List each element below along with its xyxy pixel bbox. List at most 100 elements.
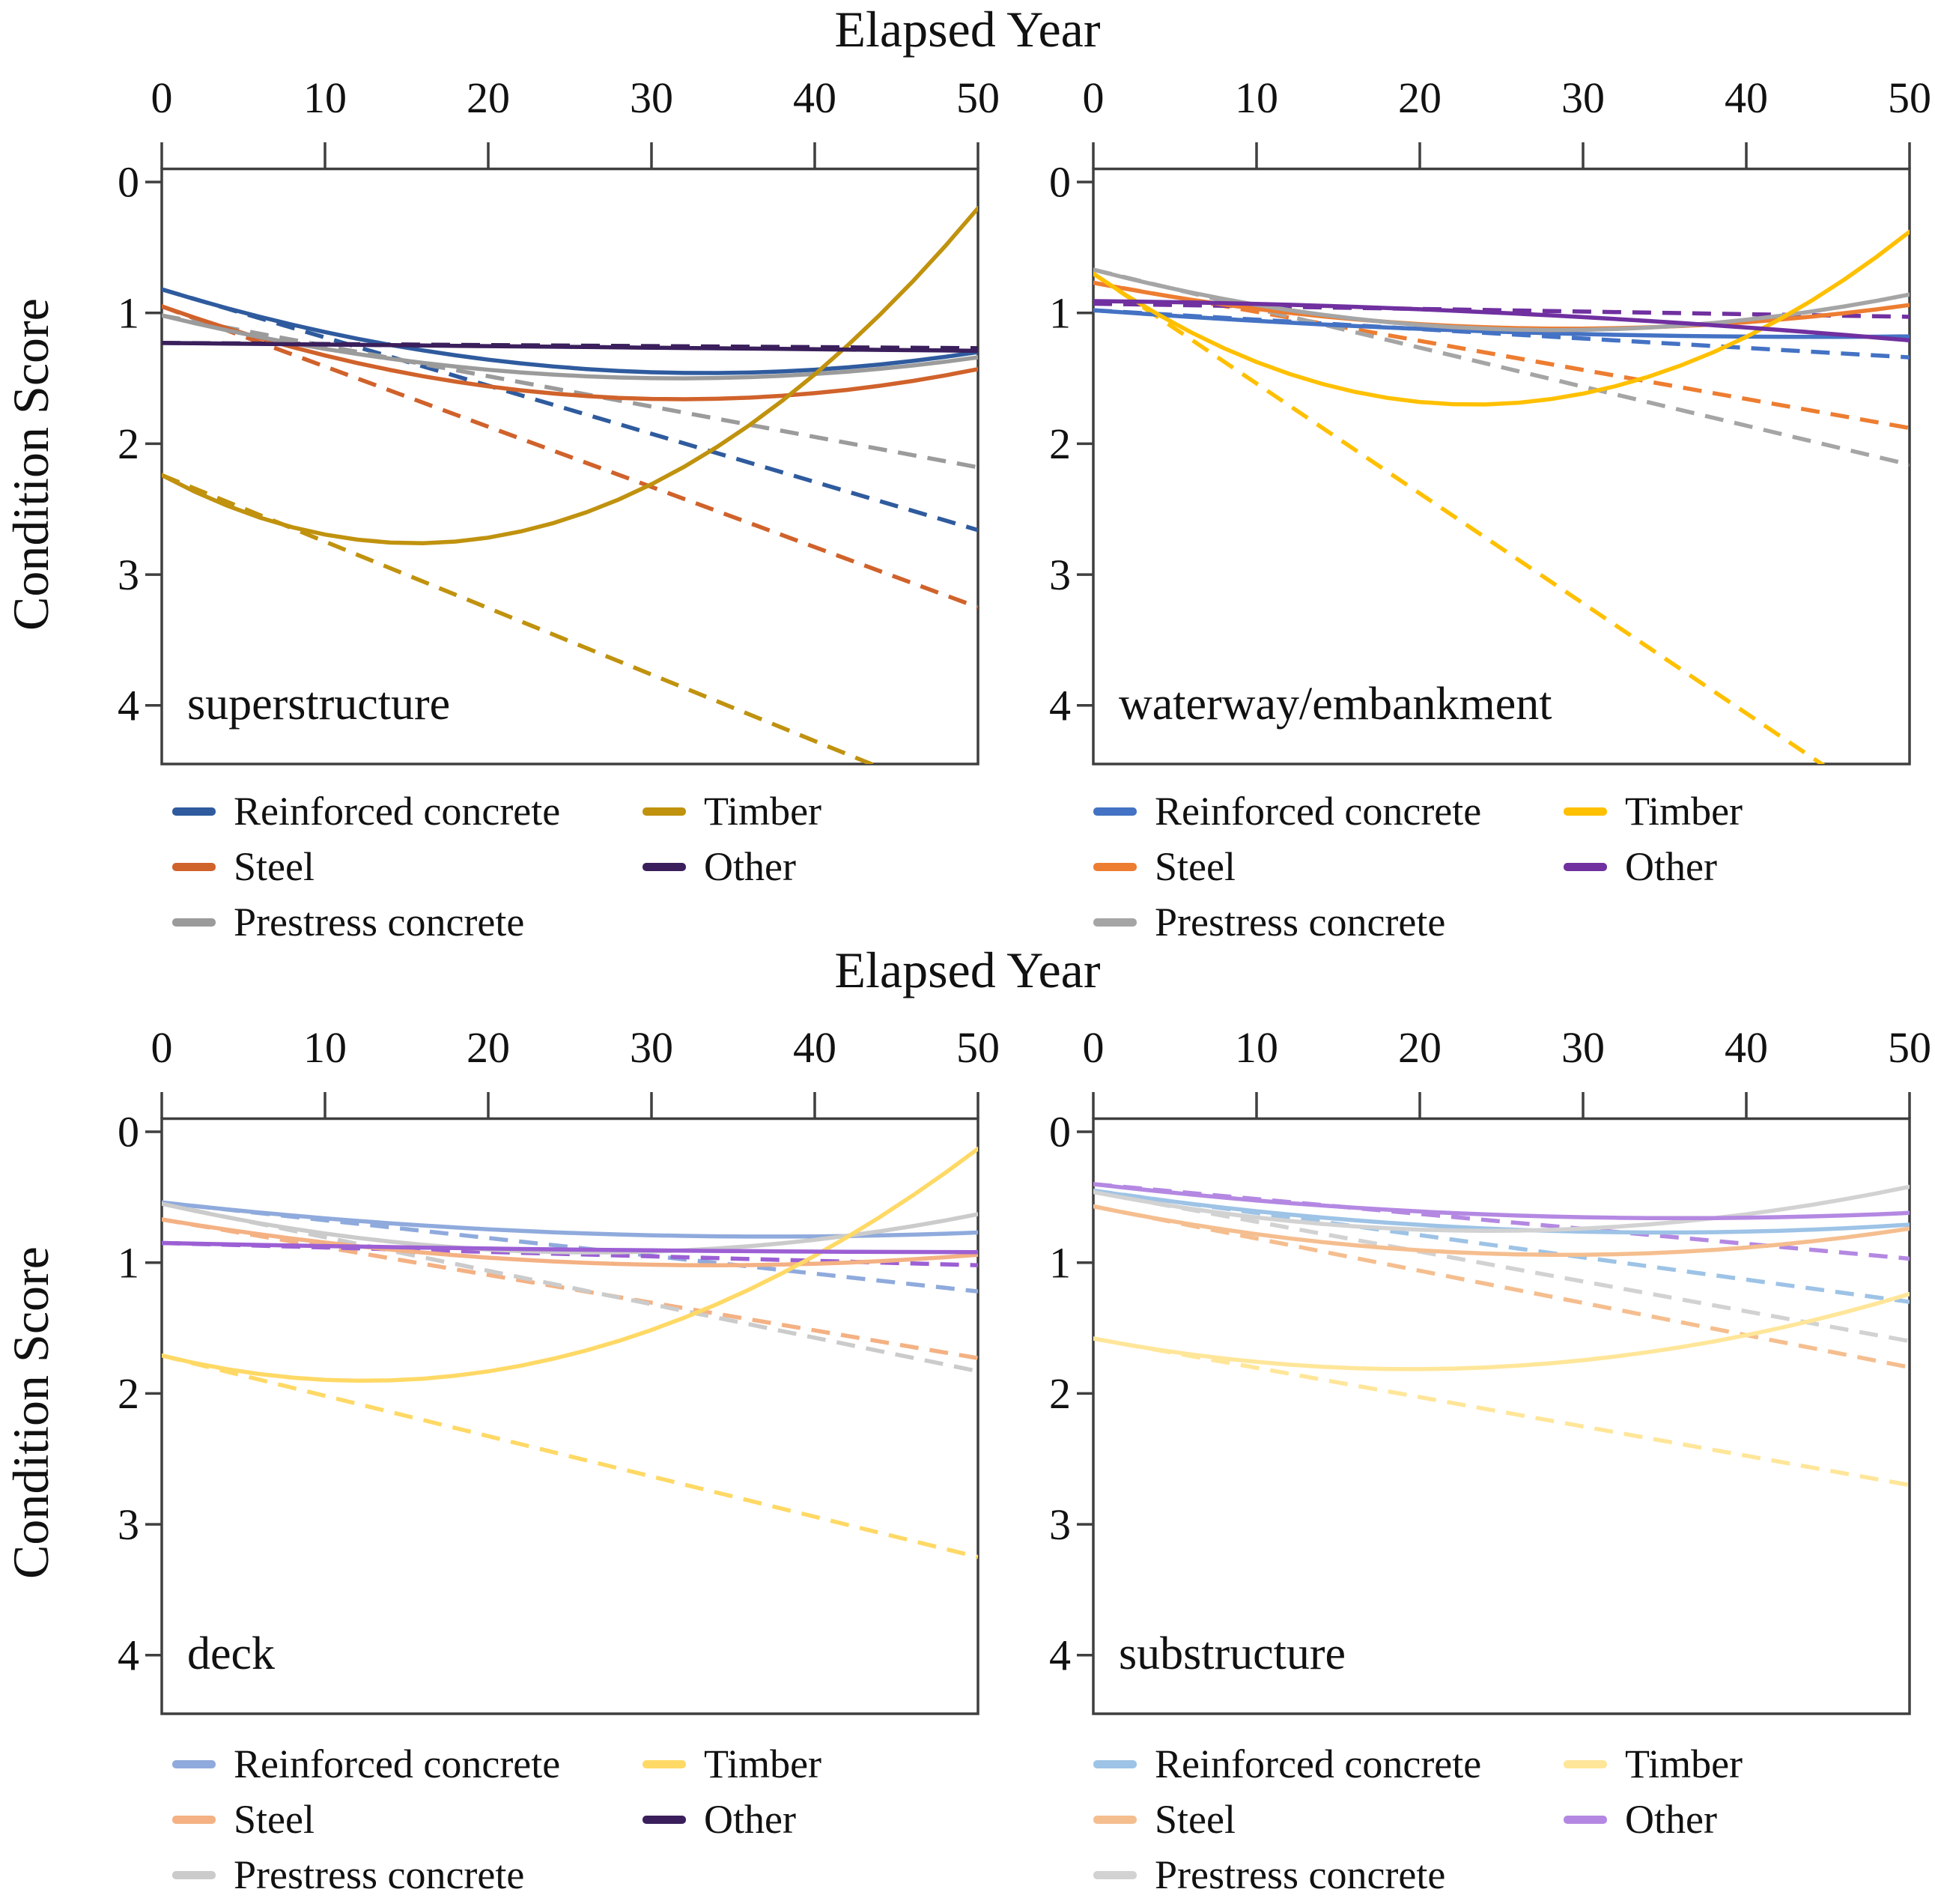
- series-solid-line-timber: [1093, 1291, 1910, 1371]
- legend-column: Reinforced concrete Steel Prestress concre…: [172, 783, 643, 950]
- legend-item-other: Other: [1564, 1792, 1743, 1847]
- series-dashed-line-timber: [1093, 272, 1826, 764]
- legend-item-reinforced-concrete: Reinforced concrete: [1093, 783, 1564, 839]
- legend-item-steel: Steel: [172, 1792, 643, 1847]
- y-tick-label: 1: [118, 288, 139, 337]
- legend-item-steel: Steel: [1093, 1792, 1564, 1847]
- x-tick-label: 20: [1398, 1023, 1442, 1072]
- legend-column: Timber Other: [1564, 1736, 1743, 1847]
- legend-label: Timber: [1625, 789, 1743, 834]
- legend-swatch-icon: [643, 1815, 686, 1824]
- legend-label: Reinforced concrete: [234, 789, 561, 834]
- x-axis-title-bottom: Elapsed Year: [834, 942, 1101, 998]
- legend-column: Reinforced concrete Steel Prestress concre…: [172, 1736, 643, 1903]
- legend-item-prestress-concrete: Prestress concrete: [172, 894, 643, 950]
- series-solid-line-steel: [1093, 1204, 1910, 1258]
- y-tick-label: 2: [1049, 419, 1071, 468]
- y-tick-label: 2: [118, 419, 139, 468]
- legend-label: Other: [704, 1797, 796, 1842]
- legend-column: Timber Other: [643, 783, 821, 894]
- x-tick-label: 20: [467, 1023, 510, 1072]
- series-dashed-line-steel: [162, 304, 978, 610]
- legend-item-prestress-concrete: Prestress concrete: [1093, 894, 1564, 950]
- x-tick-label: 10: [1235, 73, 1278, 122]
- series-solid-line-other: [1093, 1182, 1910, 1221]
- x-tick-label: 0: [151, 73, 173, 122]
- legend-swatch-icon: [1093, 807, 1137, 816]
- x-tick-label: 40: [1725, 1023, 1768, 1072]
- legend-label: Other: [704, 844, 796, 889]
- series-dashed-line-timber: [162, 1353, 978, 1559]
- series-solid-line-other: [162, 341, 978, 354]
- legend-label: Prestress concrete: [234, 900, 525, 945]
- x-tick-label: 40: [793, 73, 836, 122]
- x-tick-label: 50: [956, 73, 1000, 122]
- series-dashed-line-prestress-concrete: [162, 313, 978, 470]
- legend-swatch-icon: [643, 862, 686, 871]
- legend-swatch-icon: [172, 1759, 216, 1768]
- legend-swatch-icon: [1564, 1759, 1607, 1768]
- legend-swatch-icon: [172, 918, 216, 927]
- chart-superstructure: 0 10 20 30 40 50 0 1 2 3 4 superstructure: [118, 73, 1000, 765]
- chart-substructure: 0 10 20 30 40 50 0 1 2 3 4 substructure: [1049, 1023, 1931, 1715]
- y-axis-title-bottom: Condition Score: [2, 1246, 59, 1579]
- legend-item-other: Other: [643, 839, 821, 894]
- panel-label: substructure: [1119, 1628, 1346, 1679]
- y-axis-title-top: Condition Score: [2, 298, 59, 631]
- series-dashed-line-steel: [162, 1217, 978, 1360]
- panel-label: waterway/embankment: [1119, 679, 1552, 730]
- x-tick-label: 30: [1561, 1023, 1605, 1072]
- legend-waterway-embankment: Reinforced concrete Steel Prestress concre…: [1093, 783, 1743, 950]
- legend-label: Other: [1625, 844, 1717, 889]
- series-dashed-line-prestress-concrete: [162, 1201, 978, 1374]
- legend-swatch-icon: [172, 807, 216, 816]
- plot-border: [1092, 167, 1911, 765]
- series-dashed-line-prestress-concrete: [1093, 267, 1910, 467]
- legend-item-steel: Steel: [1093, 839, 1564, 894]
- y-tick-label: 1: [1049, 288, 1071, 337]
- legend-label: Steel: [1155, 844, 1236, 889]
- series-solid-line-prestress-concrete: [1093, 267, 1910, 333]
- legend-substructure: Reinforced concrete Steel Prestress concre…: [1093, 1736, 1743, 1903]
- x-tick-label: 50: [956, 1023, 1000, 1072]
- series-dashed-line-prestress-concrete: [1093, 1189, 1910, 1344]
- legend-swatch-icon: [172, 1870, 216, 1879]
- y-tick-label: 2: [1049, 1369, 1071, 1418]
- panel-label: superstructure: [187, 679, 450, 730]
- legend-label: Steel: [1155, 1797, 1236, 1842]
- series-solid-line-timber: [1093, 229, 1910, 407]
- y-tick-label: 3: [118, 551, 139, 599]
- legend-item-reinforced-concrete: Reinforced concrete: [172, 783, 643, 839]
- y-tick-label: 0: [118, 158, 139, 207]
- legend-item-timber: Timber: [643, 1736, 821, 1792]
- legend-swatch-icon: [1093, 862, 1137, 871]
- y-tick-label: 0: [1049, 1108, 1071, 1156]
- legend-item-other: Other: [643, 1792, 821, 1847]
- legend-column: Timber Other: [1564, 783, 1743, 894]
- legend-item-reinforced-concrete: Reinforced concrete: [172, 1736, 643, 1792]
- legend-item-other: Other: [1564, 839, 1743, 894]
- x-tick-label: 0: [1083, 73, 1105, 122]
- legend-column: Timber Other: [643, 1736, 821, 1847]
- series-solid-line-prestress-concrete: [1093, 1184, 1910, 1233]
- x-tick-label: 30: [630, 73, 673, 122]
- legend-swatch-icon: [1564, 862, 1607, 871]
- plot-border: [1092, 1117, 1911, 1715]
- legend-swatch-icon: [643, 1759, 686, 1768]
- legend-label: Reinforced concrete: [1155, 789, 1482, 834]
- legend-label: Reinforced concrete: [234, 1741, 561, 1786]
- panel-label: deck: [187, 1628, 275, 1679]
- plot-border: [160, 167, 979, 765]
- legend-swatch-icon: [1093, 1815, 1137, 1824]
- legend-label: Timber: [704, 1741, 822, 1786]
- series-solid-line-steel: [162, 1217, 978, 1268]
- series-solid-line-reinforced-concrete: [1093, 308, 1910, 339]
- series-solid-line-other: [162, 1240, 978, 1255]
- x-tick-label: 30: [630, 1023, 673, 1072]
- y-tick-label: 3: [1049, 551, 1071, 599]
- legend-item-prestress-concrete: Prestress concrete: [172, 1847, 643, 1903]
- series-solid-line-other: [1093, 299, 1910, 343]
- series-dashed-line-timber: [1093, 1336, 1910, 1488]
- legend-deck: Reinforced concrete Steel Prestress concre…: [172, 1736, 821, 1903]
- legend-item-steel: Steel: [172, 839, 643, 894]
